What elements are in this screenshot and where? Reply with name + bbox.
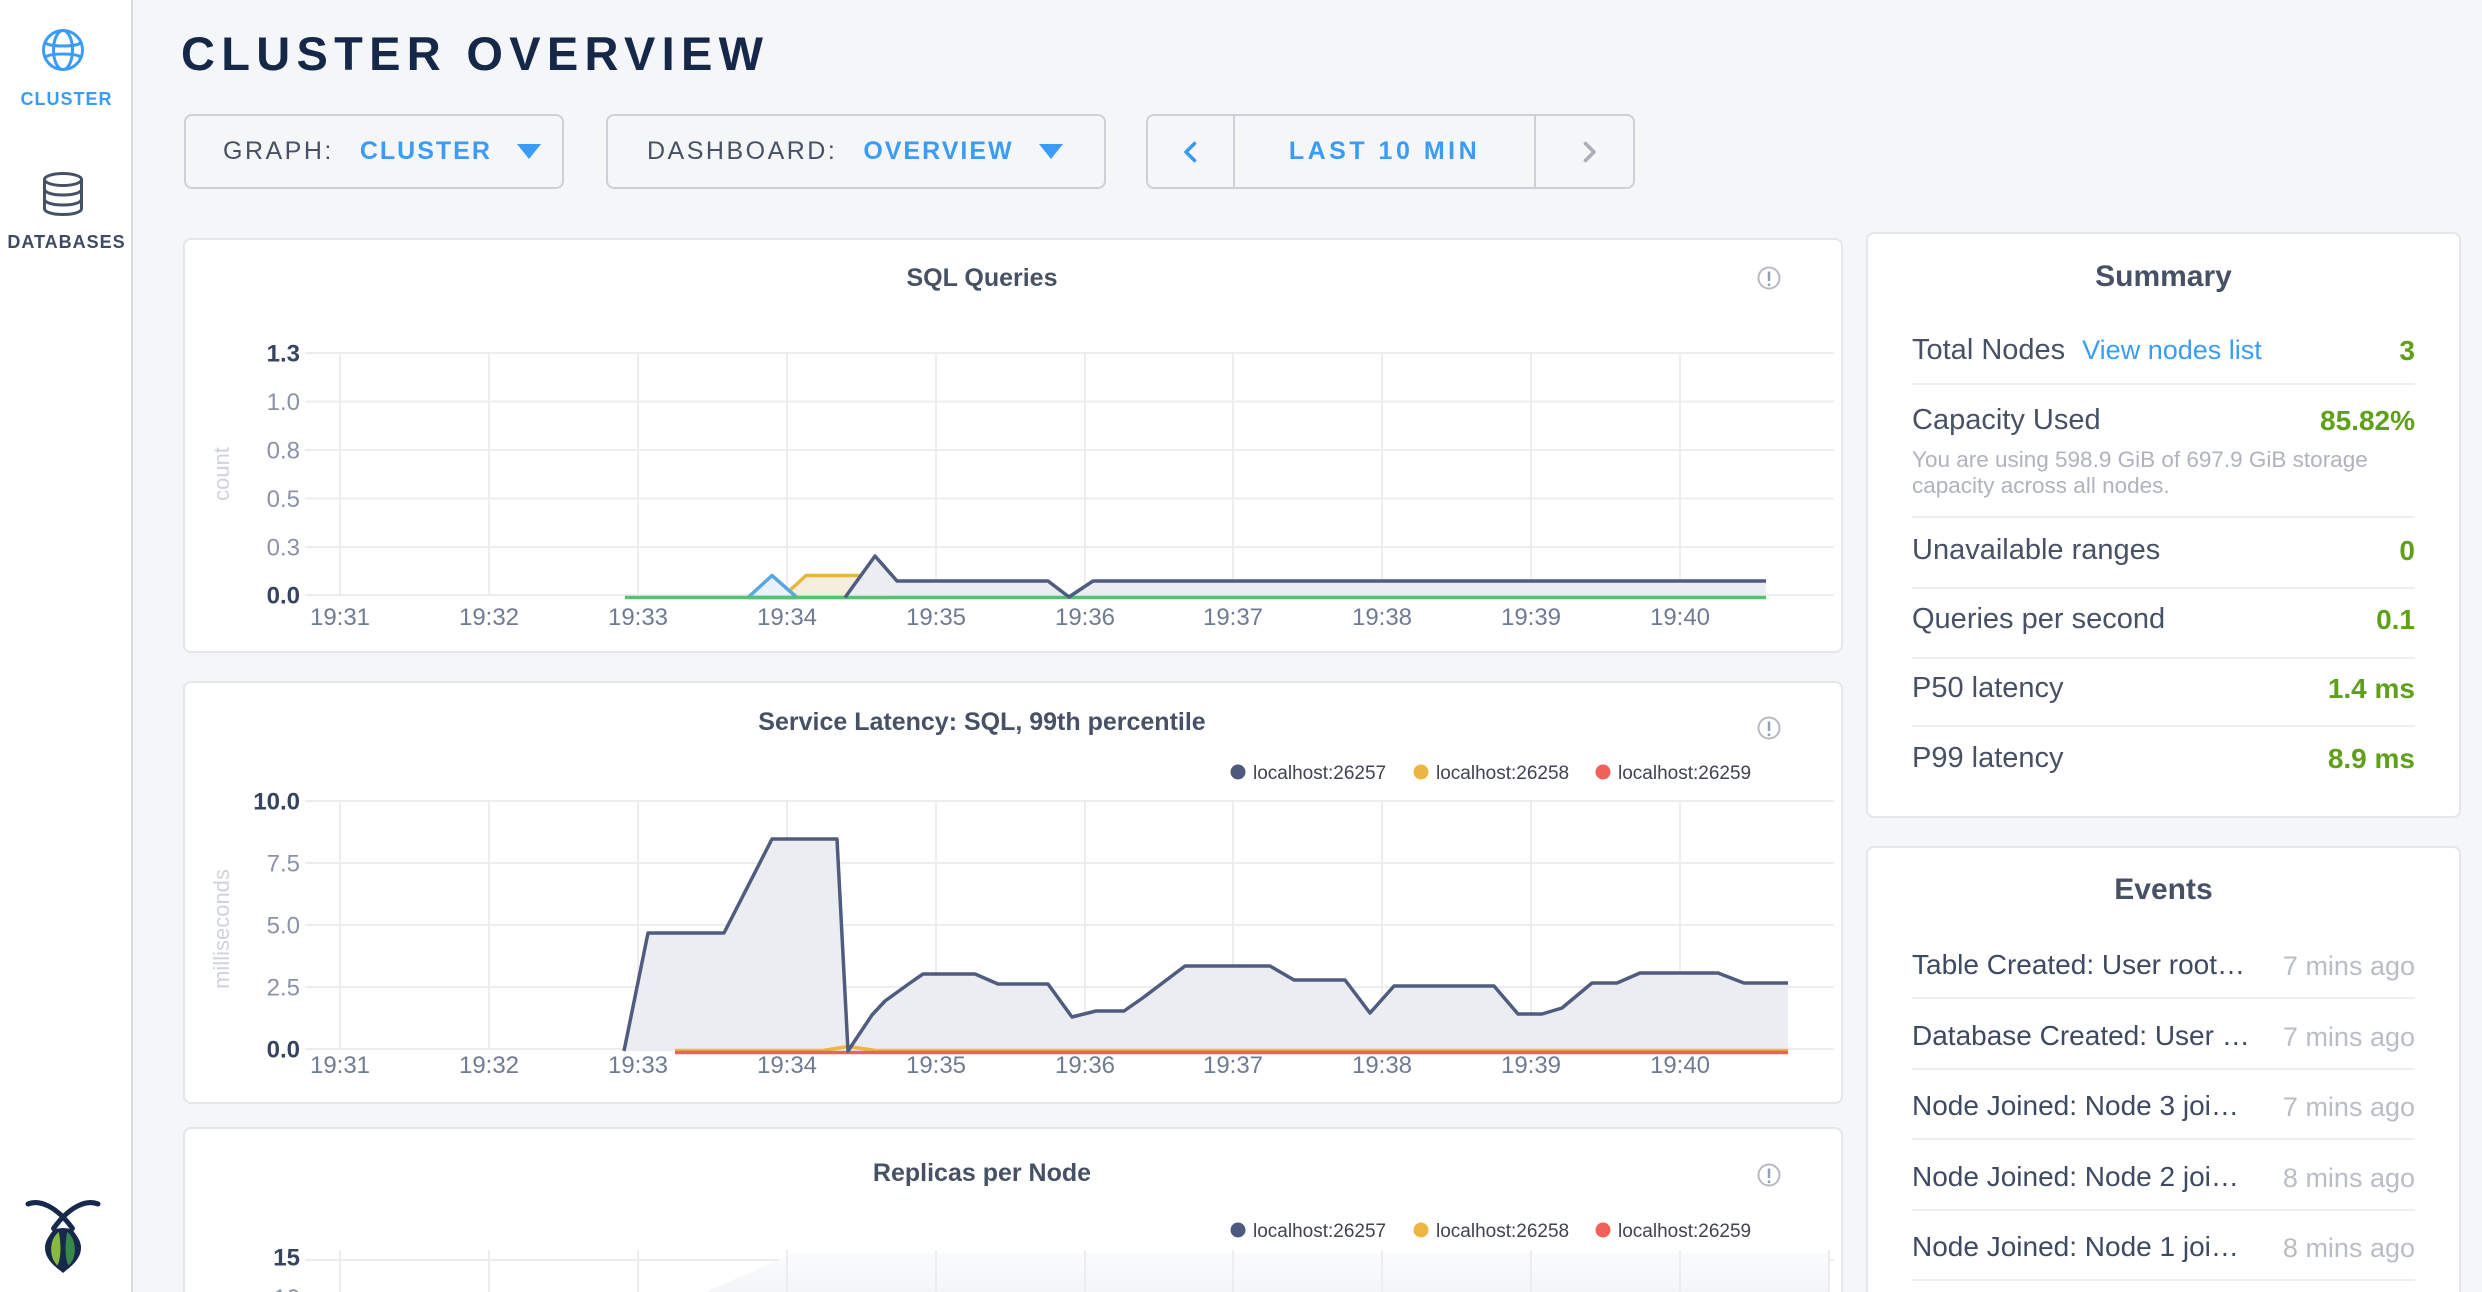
- svg-text:19:36: 19:36: [1055, 1052, 1115, 1079]
- svg-text:19:40: 19:40: [1650, 604, 1710, 631]
- svg-text:19:39: 19:39: [1501, 604, 1561, 631]
- svg-text:0.3: 0.3: [267, 535, 300, 562]
- svg-text:5.0: 5.0: [267, 913, 300, 940]
- svg-text:localhost:26258: localhost:26258: [1436, 1221, 1569, 1242]
- svg-text:19:34: 19:34: [757, 604, 817, 631]
- svg-text:1.3: 1.3: [267, 341, 300, 368]
- svg-text:localhost:26259: localhost:26259: [1618, 763, 1751, 784]
- svg-text:1.0: 1.0: [267, 389, 300, 416]
- svg-text:0.5: 0.5: [267, 486, 300, 513]
- svg-text:SQL Queries: SQL Queries: [907, 264, 1058, 292]
- svg-text:localhost:26258: localhost:26258: [1436, 763, 1569, 784]
- svg-text:19:37: 19:37: [1203, 604, 1263, 631]
- svg-text:19:32: 19:32: [459, 604, 519, 631]
- svg-text:localhost:26257: localhost:26257: [1253, 763, 1386, 784]
- svg-text:19:34: 19:34: [757, 1052, 817, 1079]
- svg-text:19:31: 19:31: [310, 1052, 370, 1079]
- svg-text:localhost:26259: localhost:26259: [1618, 1221, 1751, 1242]
- svg-text:19:33: 19:33: [608, 604, 668, 631]
- svg-text:10: 10: [273, 1285, 300, 1292]
- svg-text:19:31: 19:31: [310, 604, 370, 631]
- svg-text:0.0: 0.0: [267, 1037, 300, 1064]
- svg-text:19:39: 19:39: [1501, 1052, 1561, 1079]
- svg-text:0.8: 0.8: [267, 438, 300, 465]
- svg-text:19:33: 19:33: [608, 1052, 668, 1079]
- svg-text:19:35: 19:35: [906, 604, 966, 631]
- svg-text:localhost:26257: localhost:26257: [1253, 1221, 1386, 1242]
- svg-text:19:40: 19:40: [1650, 1052, 1710, 1079]
- svg-text:19:36: 19:36: [1055, 604, 1115, 631]
- svg-text:19:35: 19:35: [906, 1052, 966, 1079]
- svg-text:19:38: 19:38: [1352, 1052, 1412, 1079]
- svg-text:10.0: 10.0: [253, 789, 300, 816]
- svg-text:19:37: 19:37: [1203, 1052, 1263, 1079]
- svg-text:0.0: 0.0: [267, 583, 300, 610]
- svg-text:15: 15: [273, 1245, 300, 1272]
- svg-text:19:32: 19:32: [459, 1052, 519, 1079]
- svg-text:2.5: 2.5: [267, 975, 300, 1002]
- svg-text:7.5: 7.5: [267, 851, 300, 878]
- svg-text:Service Latency: SQL, 99th per: Service Latency: SQL, 99th percentile: [758, 708, 1205, 736]
- svg-text:Replicas per Node: Replicas per Node: [873, 1159, 1091, 1187]
- svg-text:19:38: 19:38: [1352, 604, 1412, 631]
- svg-text:milliseconds: milliseconds: [209, 869, 234, 989]
- svg-text:count: count: [209, 447, 234, 501]
